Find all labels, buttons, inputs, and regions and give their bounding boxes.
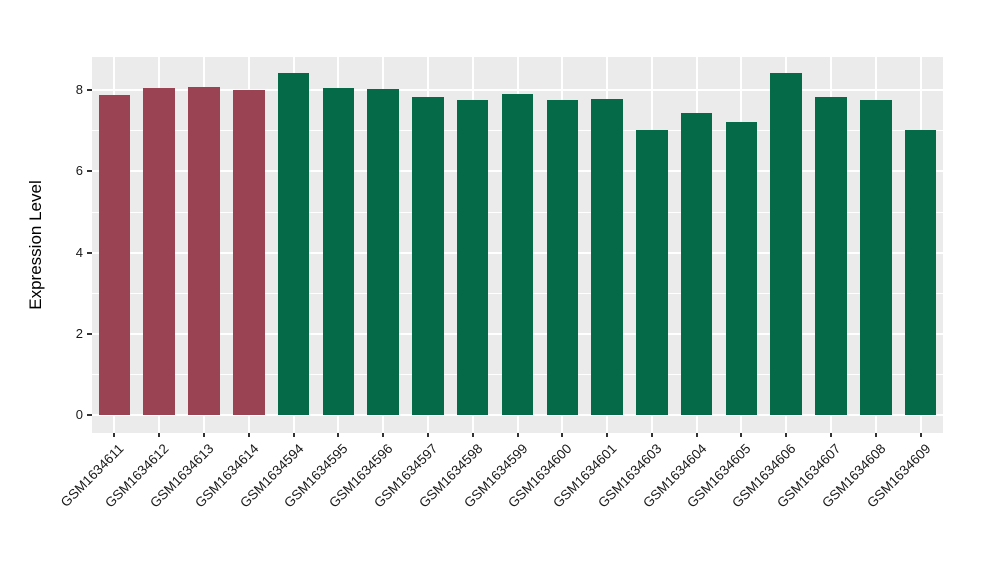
bar-GSM1634596 xyxy=(367,88,399,415)
y-tick-label: 4 xyxy=(75,244,83,260)
x-tick-mark xyxy=(202,433,205,437)
x-tick-mark xyxy=(382,433,385,437)
x-tick-mark xyxy=(830,433,833,437)
x-tick-mark xyxy=(113,433,116,437)
bar-GSM1634599 xyxy=(501,94,534,415)
x-tick-mark xyxy=(919,433,922,437)
y-tick-label: 6 xyxy=(75,163,83,179)
bar-GSM1634595 xyxy=(322,88,355,415)
x-tick-mark xyxy=(337,433,340,437)
x-tick-mark xyxy=(292,433,295,437)
bar-GSM1634603 xyxy=(636,129,668,415)
bar-GSM1634607 xyxy=(815,96,847,415)
bar-GSM1634609 xyxy=(904,129,937,415)
x-tick-mark xyxy=(785,433,788,437)
bar-GSM1634594 xyxy=(277,73,310,415)
bar-GSM1634613 xyxy=(188,87,220,415)
x-tick-mark xyxy=(247,433,250,437)
bar-GSM1634604 xyxy=(680,112,713,415)
bar-GSM1634598 xyxy=(456,99,489,415)
x-tick-mark xyxy=(426,433,429,437)
y-tick-mark xyxy=(87,251,92,254)
x-tick-mark xyxy=(561,433,564,437)
x-tick-mark xyxy=(158,433,161,437)
bar-GSM1634605 xyxy=(725,121,758,415)
y-tick-mark xyxy=(87,89,92,92)
x-tick-mark xyxy=(516,433,519,437)
bar-GSM1634600 xyxy=(546,100,579,415)
y-tick-mark xyxy=(87,170,92,173)
x-tick-mark xyxy=(471,433,474,437)
x-tick-mark xyxy=(650,433,653,437)
x-tick-mark xyxy=(695,433,698,437)
y-tick-label: 2 xyxy=(75,325,83,341)
bar-GSM1634612 xyxy=(143,88,175,415)
y-axis-title: Expression Level xyxy=(26,180,45,310)
bar-GSM1634601 xyxy=(591,99,623,415)
y-tick-mark xyxy=(87,332,92,335)
bar-GSM1634597 xyxy=(412,96,444,415)
x-tick-mark xyxy=(606,433,609,437)
y-tick-mark xyxy=(87,414,92,416)
bar-GSM1634608 xyxy=(860,100,892,415)
plot-panel xyxy=(92,57,943,433)
x-tick-mark xyxy=(874,433,877,437)
y-tick-label: 0 xyxy=(75,407,83,422)
bar-GSM1634614 xyxy=(233,90,265,415)
bar-GSM1634611 xyxy=(98,95,131,415)
bar-GSM1634606 xyxy=(770,73,802,415)
y-tick-label: 8 xyxy=(75,82,83,98)
x-tick-mark xyxy=(740,433,743,437)
